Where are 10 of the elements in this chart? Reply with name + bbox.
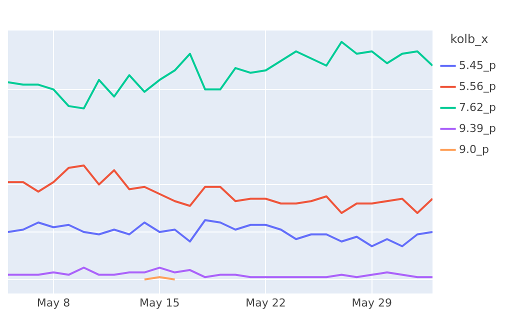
x-tick-label: May 22 (246, 296, 286, 310)
legend-label: 5.56_p (459, 80, 496, 93)
x-tick-label: May 29 (352, 296, 392, 310)
legend-label: 9.0_p (459, 142, 490, 156)
legend-label: 5.45_p (459, 58, 496, 72)
legend-label: 9.39_p (459, 122, 496, 135)
legend-label: 7.62_p (459, 100, 496, 114)
x-tick-label: May 8 (36, 296, 70, 310)
legend-title: kolb_x (450, 32, 488, 46)
x-tick-label: May 15 (139, 296, 180, 310)
